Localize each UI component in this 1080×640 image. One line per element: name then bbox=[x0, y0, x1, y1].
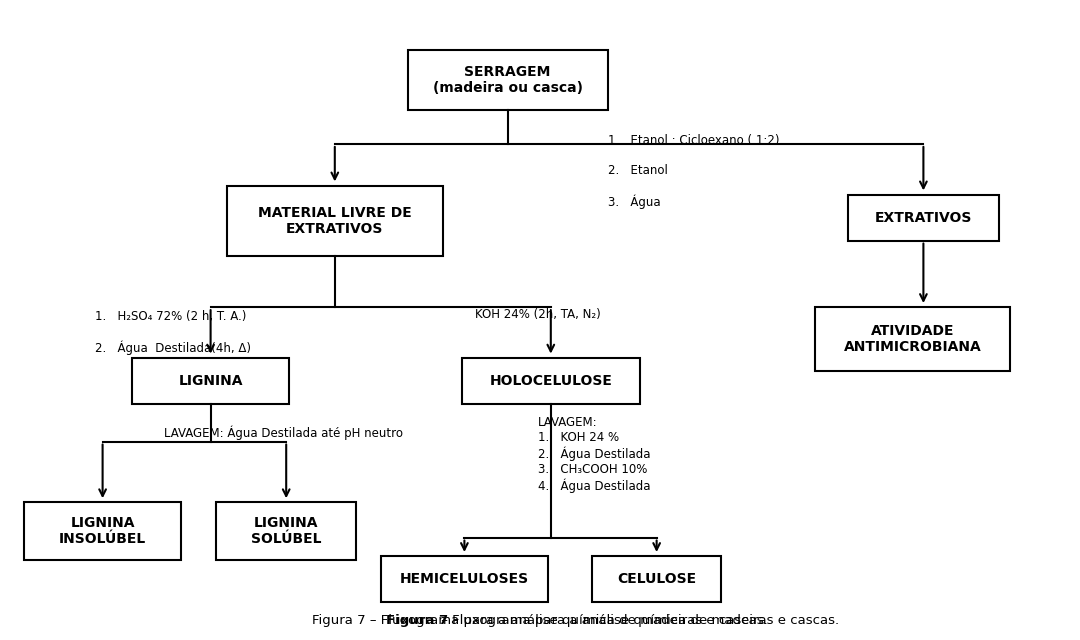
Text: SERRAGEM
(madeira ou casca): SERRAGEM (madeira ou casca) bbox=[433, 65, 582, 95]
FancyBboxPatch shape bbox=[133, 358, 289, 404]
Text: MATERIAL LIVRE DE
EXTRATIVOS: MATERIAL LIVRE DE EXTRATIVOS bbox=[258, 205, 411, 236]
FancyBboxPatch shape bbox=[380, 556, 548, 602]
Text: LIGNINA
INSOLÚBEL: LIGNINA INSOLÚBEL bbox=[59, 516, 146, 547]
Text: CELULOSE: CELULOSE bbox=[617, 572, 697, 586]
FancyBboxPatch shape bbox=[227, 186, 443, 256]
Text: Figura 7 – Fluxograma para a análise química de madeiras e cascas.: Figura 7 – Fluxograma para a análise quí… bbox=[312, 614, 768, 627]
Text: HOLOCELULOSE: HOLOCELULOSE bbox=[489, 374, 612, 388]
Text: – Fluxograma para a análise química de madeiras e cascas.: – Fluxograma para a análise química de m… bbox=[437, 614, 839, 627]
Text: LAVAGEM:
1.   KOH 24 %
2.   Água Destilada
3.   CH₃COOH 10%
4.   Água Destilada: LAVAGEM: 1. KOH 24 % 2. Água Destilada 3… bbox=[538, 416, 650, 493]
Text: LIGNINA
SOLÚBEL: LIGNINA SOLÚBEL bbox=[251, 516, 322, 547]
FancyBboxPatch shape bbox=[216, 502, 356, 560]
Text: HEMICELULOSES: HEMICELULOSES bbox=[400, 572, 529, 586]
Text: 1.   H₂SO₄ 72% (2 h, T. A.)

2.   Água  Destilada(4h, Δ): 1. H₂SO₄ 72% (2 h, T. A.) 2. Água Destil… bbox=[95, 310, 251, 355]
FancyBboxPatch shape bbox=[592, 556, 721, 602]
Text: LIGNINA: LIGNINA bbox=[178, 374, 243, 388]
FancyBboxPatch shape bbox=[462, 358, 639, 404]
FancyBboxPatch shape bbox=[407, 50, 607, 111]
Text: 1.   Etanol : Cicloexano ( 1:2)

2.   Etanol

3.   Água: 1. Etanol : Cicloexano ( 1:2) 2. Etanol … bbox=[608, 134, 780, 209]
Text: LAVAGEM: Água Destilada até pH neutro: LAVAGEM: Água Destilada até pH neutro bbox=[164, 426, 403, 440]
Text: EXTRATIVOS: EXTRATIVOS bbox=[875, 211, 972, 225]
FancyBboxPatch shape bbox=[25, 502, 180, 560]
Text: ATIVIDADE
ANTIMICROBIANA: ATIVIDADE ANTIMICROBIANA bbox=[843, 324, 982, 355]
Text: KOH 24% (2h, TA, N₂): KOH 24% (2h, TA, N₂) bbox=[475, 308, 600, 321]
FancyBboxPatch shape bbox=[815, 307, 1010, 371]
Text: Figura 7: Figura 7 bbox=[386, 614, 448, 627]
FancyBboxPatch shape bbox=[848, 195, 999, 241]
